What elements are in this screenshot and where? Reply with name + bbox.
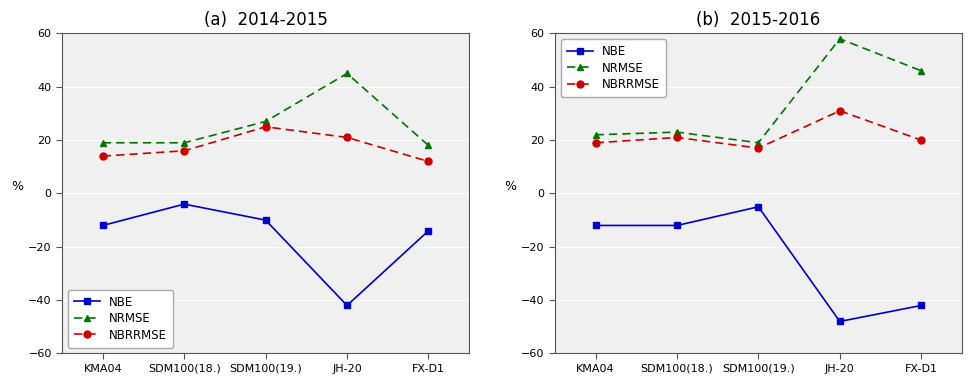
NBRRMSE <box>590 141 601 145</box>
NBE <box>422 228 434 233</box>
NBE <box>260 218 271 223</box>
NBRRMSE <box>916 138 927 142</box>
NRMSE <box>422 143 434 148</box>
Line: NBRRMSE: NBRRMSE <box>99 123 432 165</box>
NRMSE <box>671 130 683 134</box>
NBE <box>97 223 109 228</box>
Legend: NBE, NRMSE, NBRRMSE: NBE, NRMSE, NBRRMSE <box>68 290 173 348</box>
NRMSE <box>178 141 190 145</box>
Y-axis label: %: % <box>11 181 23 193</box>
Line: NBE: NBE <box>100 201 431 308</box>
Line: NRMSE: NRMSE <box>99 70 432 149</box>
NBRRMSE <box>97 154 109 159</box>
Legend: NBE, NRMSE, NBRRMSE: NBE, NRMSE, NBRRMSE <box>560 39 666 97</box>
NRMSE <box>752 141 764 145</box>
NBRRMSE <box>342 135 353 140</box>
NRMSE <box>260 119 271 124</box>
NBE <box>752 204 764 209</box>
NBRRMSE <box>422 159 434 164</box>
NBE <box>178 202 190 206</box>
NRMSE <box>342 71 353 76</box>
NBE <box>590 223 601 228</box>
NBRRMSE <box>260 124 271 129</box>
NRMSE <box>97 141 109 145</box>
NBRRMSE <box>752 146 764 151</box>
Title: (a)  2014-2015: (a) 2014-2015 <box>203 11 328 29</box>
NBE <box>342 303 353 308</box>
NRMSE <box>916 69 927 73</box>
NRMSE <box>834 37 846 41</box>
NRMSE <box>590 132 601 137</box>
NBE <box>916 303 927 308</box>
NBE <box>834 319 846 324</box>
Line: NBE: NBE <box>593 204 924 324</box>
NBRRMSE <box>671 135 683 140</box>
Line: NRMSE: NRMSE <box>593 35 924 146</box>
Title: (b)  2015-2016: (b) 2015-2016 <box>697 11 820 29</box>
Y-axis label: %: % <box>504 181 516 193</box>
NBRRMSE <box>834 109 846 113</box>
Line: NBRRMSE: NBRRMSE <box>593 107 924 152</box>
NBE <box>671 223 683 228</box>
NBRRMSE <box>178 149 190 153</box>
